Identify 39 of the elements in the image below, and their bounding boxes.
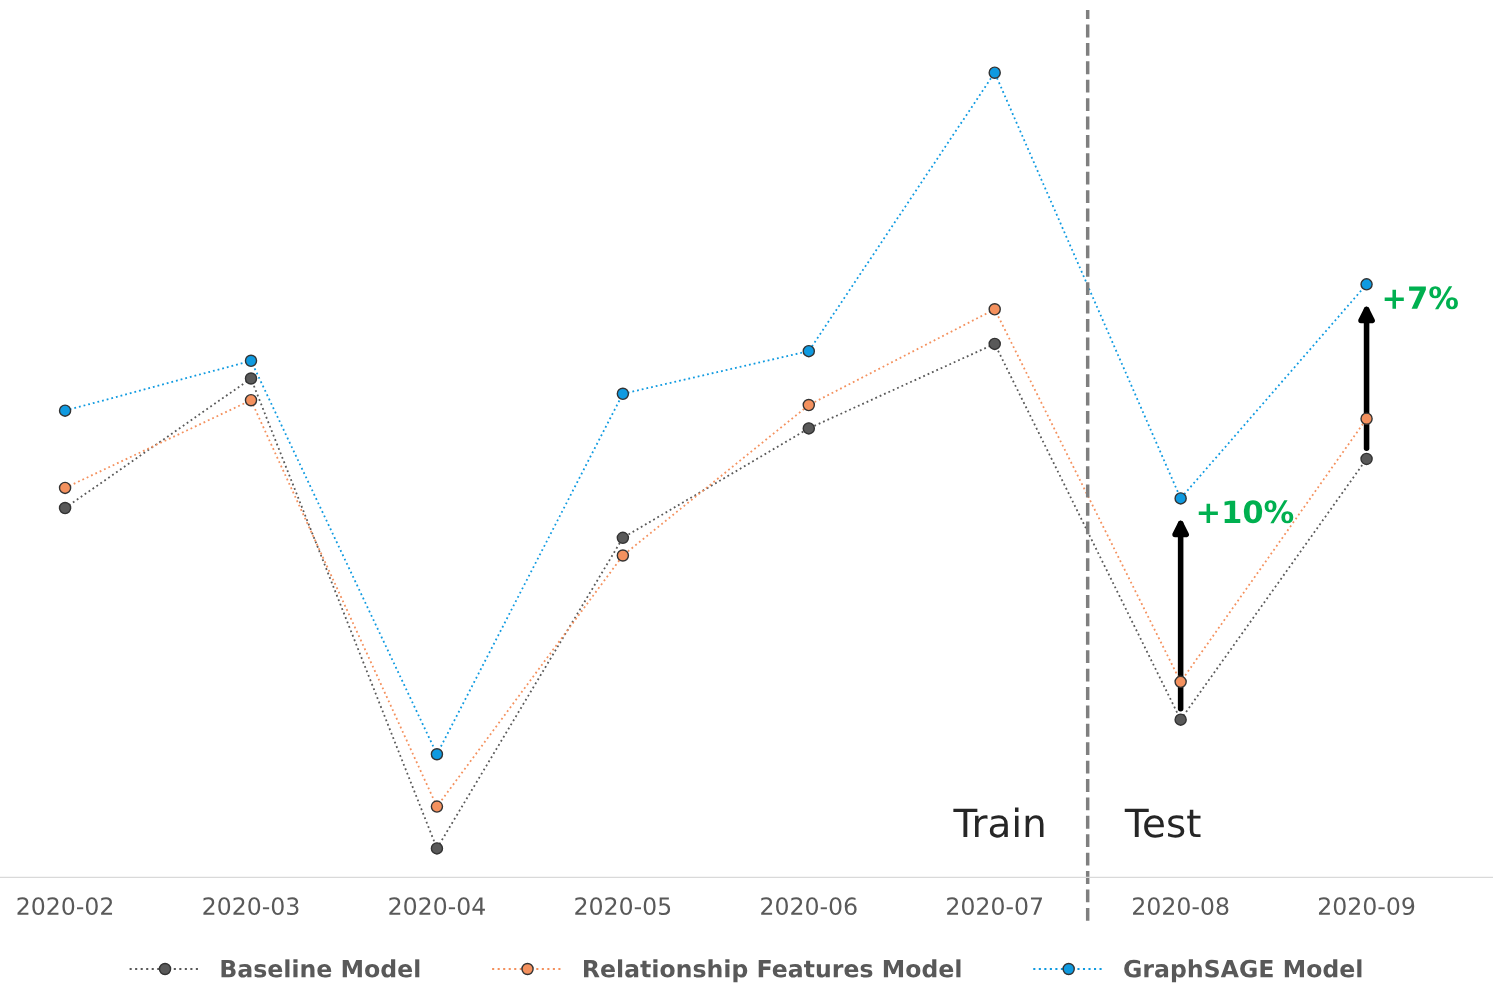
point <box>430 800 444 813</box>
x-tick-label: 2020-04 <box>389 897 485 916</box>
annotation: Train <box>953 807 1044 838</box>
point <box>244 393 258 407</box>
point <box>988 303 1001 316</box>
point <box>988 337 1001 351</box>
x-tick-label: 2020-05 <box>575 897 671 916</box>
legend-label: Baseline Model <box>221 959 420 978</box>
x-tick-label: 2020-09 <box>1318 897 1415 916</box>
annotation: Test <box>1124 808 1201 838</box>
point <box>58 404 72 417</box>
point <box>616 549 630 562</box>
point <box>430 842 444 855</box>
point <box>802 422 816 435</box>
point <box>1174 675 1187 689</box>
point <box>1174 492 1187 505</box>
point <box>1174 713 1187 726</box>
point <box>802 398 816 412</box>
point <box>988 66 1001 79</box>
point <box>616 387 630 401</box>
point <box>616 531 630 545</box>
x-tick-label: 2020-07 <box>947 897 1043 916</box>
point <box>1360 278 1373 291</box>
point <box>244 372 258 385</box>
point <box>1360 412 1373 425</box>
x-tick-label: 2020-03 <box>203 897 299 916</box>
point <box>1360 452 1373 466</box>
point <box>430 748 444 761</box>
x-tick-label: 2020-06 <box>761 897 857 916</box>
legend-label: GraphSAGE Model <box>1124 959 1362 983</box>
legend-label: Relationship Features Model <box>584 959 961 983</box>
annotation: +7% <box>1384 286 1458 310</box>
point <box>58 501 72 515</box>
annotation: +10% <box>1198 500 1294 524</box>
point <box>244 354 258 368</box>
point <box>802 344 816 358</box>
x-tick-label: 2020-02 <box>17 897 113 916</box>
point <box>58 481 72 495</box>
x-tick-label: 2020-08 <box>1133 897 1229 916</box>
